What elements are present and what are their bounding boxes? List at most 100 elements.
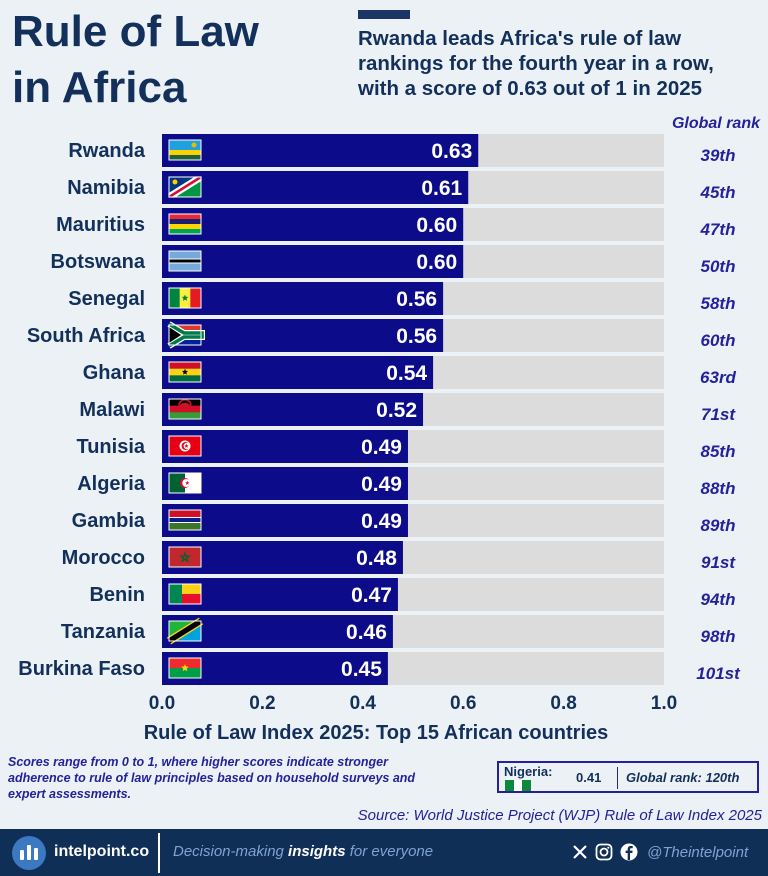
bar bbox=[162, 504, 408, 537]
bar bbox=[162, 430, 408, 463]
category-label: Tanzania bbox=[61, 621, 146, 643]
tagline-pre: Decision-making bbox=[173, 843, 289, 860]
rank-label: 45th bbox=[700, 183, 736, 202]
category-label: Mauritius bbox=[56, 214, 145, 236]
category-label: Namibia bbox=[67, 177, 146, 199]
tanzania-flag bbox=[166, 617, 204, 645]
bar bbox=[162, 245, 464, 278]
botswana-flag bbox=[168, 250, 202, 272]
title-line-1: Rule of Law bbox=[12, 7, 259, 56]
data-label: 0.61 bbox=[421, 177, 462, 200]
subtitle: Rwanda leads Africa's rule of law rankin… bbox=[358, 27, 714, 100]
category-label: Burkina Faso bbox=[18, 658, 145, 680]
bar bbox=[162, 356, 434, 389]
bar-chart: Rwanda 0.63 39th Namibia 0.61 45th Mauritius 0.… bbox=[18, 134, 741, 714]
algeria-flag bbox=[168, 472, 202, 494]
rank-label: 85th bbox=[701, 442, 736, 461]
footer: intelpoint.co Decision-making insights f… bbox=[0, 829, 768, 876]
category-label: Botswana bbox=[51, 251, 146, 273]
rank-label: 101st bbox=[696, 664, 741, 683]
nigeria-rank: Global rank: 120th bbox=[626, 770, 740, 785]
category-label: Benin bbox=[89, 584, 145, 606]
instagram-icon[interactable] bbox=[595, 843, 613, 861]
category-label: Algeria bbox=[77, 473, 146, 495]
x-tick-label: 1.0 bbox=[651, 693, 677, 714]
x-tick-label: 0.4 bbox=[350, 693, 377, 714]
bar bbox=[162, 467, 408, 500]
rank-label: 89th bbox=[701, 516, 736, 535]
bar bbox=[162, 282, 444, 315]
rank-label: 58th bbox=[701, 294, 736, 313]
x-icon[interactable] bbox=[572, 844, 588, 860]
x-tick-label: 0.0 bbox=[149, 693, 175, 714]
data-label: 0.49 bbox=[361, 510, 402, 533]
data-label: 0.56 bbox=[396, 325, 437, 348]
malawi-flag bbox=[168, 398, 202, 420]
x-tick-label: 0.8 bbox=[550, 693, 576, 714]
footer-divider bbox=[158, 833, 160, 873]
title-line-2: in Africa bbox=[12, 63, 187, 112]
data-label: 0.54 bbox=[386, 362, 427, 385]
data-label: 0.46 bbox=[346, 621, 387, 644]
source-note: Source: World Justice Project (WJP) Rule… bbox=[357, 807, 762, 824]
bar bbox=[162, 319, 444, 352]
category-label: Malawi bbox=[79, 399, 145, 421]
rank-label: 39th bbox=[701, 146, 736, 165]
data-label: 0.49 bbox=[361, 436, 402, 459]
data-label: 0.47 bbox=[351, 584, 392, 607]
data-label: 0.56 bbox=[396, 288, 437, 311]
bar bbox=[162, 208, 464, 241]
data-label: 0.60 bbox=[416, 214, 457, 237]
intelpoint-logo-icon bbox=[12, 836, 46, 870]
data-label: 0.48 bbox=[356, 547, 397, 570]
rank-label: 88th bbox=[701, 479, 736, 498]
nigeria-callout: Nigeria: 0.41 Global rank: 120th bbox=[497, 761, 759, 793]
gambia-flag bbox=[168, 509, 202, 531]
mauritius-flag bbox=[168, 213, 202, 235]
nigeria-label: Nigeria: bbox=[504, 764, 553, 779]
category-label: South Africa bbox=[27, 325, 146, 347]
category-label: Senegal bbox=[68, 288, 145, 310]
subtitle-accent-bar bbox=[358, 10, 410, 19]
nigeria-flag bbox=[505, 780, 532, 791]
social-links: @Theintelpoint bbox=[572, 842, 748, 862]
nigeria-divider bbox=[617, 767, 618, 789]
south-africa-flag bbox=[167, 321, 205, 349]
category-label: Morocco bbox=[62, 547, 145, 569]
tagline-bold: insights bbox=[288, 843, 346, 860]
x-tick-label: 0.2 bbox=[249, 693, 275, 714]
brand-name[interactable]: intelpoint.co bbox=[54, 843, 150, 860]
senegal-flag bbox=[168, 287, 202, 309]
category-label: Tunisia bbox=[76, 436, 145, 458]
namibia-flag bbox=[168, 176, 202, 198]
bar bbox=[162, 171, 469, 204]
rank-label: 94th bbox=[701, 590, 736, 609]
ghana-flag bbox=[168, 361, 202, 383]
rank-label: 50th bbox=[701, 257, 736, 276]
category-label: Gambia bbox=[72, 510, 146, 532]
bar bbox=[162, 541, 403, 574]
tunisia-flag bbox=[168, 435, 202, 457]
nigeria-score: 0.41 bbox=[576, 770, 602, 785]
social-handle[interactable]: @Theintelpoint bbox=[647, 843, 749, 861]
rank-label: 60th bbox=[701, 331, 736, 350]
morocco-flag bbox=[168, 546, 202, 568]
footnote: Scores range from 0 to 1, where higher s… bbox=[8, 755, 416, 801]
category-label: Ghana bbox=[83, 362, 146, 384]
rank-label: 47th bbox=[700, 220, 736, 239]
x-tick-label: 0.6 bbox=[450, 693, 476, 714]
x-axis-title: Rule of Law Index 2025: Top 15 African c… bbox=[143, 722, 609, 744]
data-label: 0.52 bbox=[376, 399, 417, 422]
rank-label: 63rd bbox=[700, 368, 737, 387]
facebook-icon[interactable] bbox=[620, 843, 638, 861]
rwanda-flag bbox=[168, 139, 202, 161]
page-title: Rule of Law in Africa bbox=[12, 4, 259, 116]
rank-label: 71st bbox=[701, 405, 736, 424]
data-label: 0.45 bbox=[341, 658, 382, 681]
benin-flag bbox=[168, 583, 202, 605]
tagline-post: for everyone bbox=[345, 843, 434, 860]
rank-label: 98th bbox=[701, 627, 736, 646]
data-label: 0.63 bbox=[431, 140, 472, 163]
burkina-faso-flag bbox=[168, 657, 202, 679]
global-rank-header: Global rank bbox=[671, 115, 760, 132]
